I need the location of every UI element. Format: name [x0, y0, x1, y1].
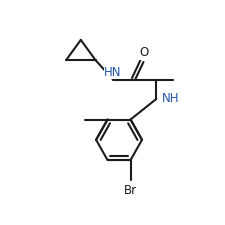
Text: HN: HN: [104, 66, 121, 79]
Text: NH: NH: [161, 92, 178, 105]
Text: Br: Br: [124, 184, 137, 197]
Text: O: O: [139, 46, 148, 59]
